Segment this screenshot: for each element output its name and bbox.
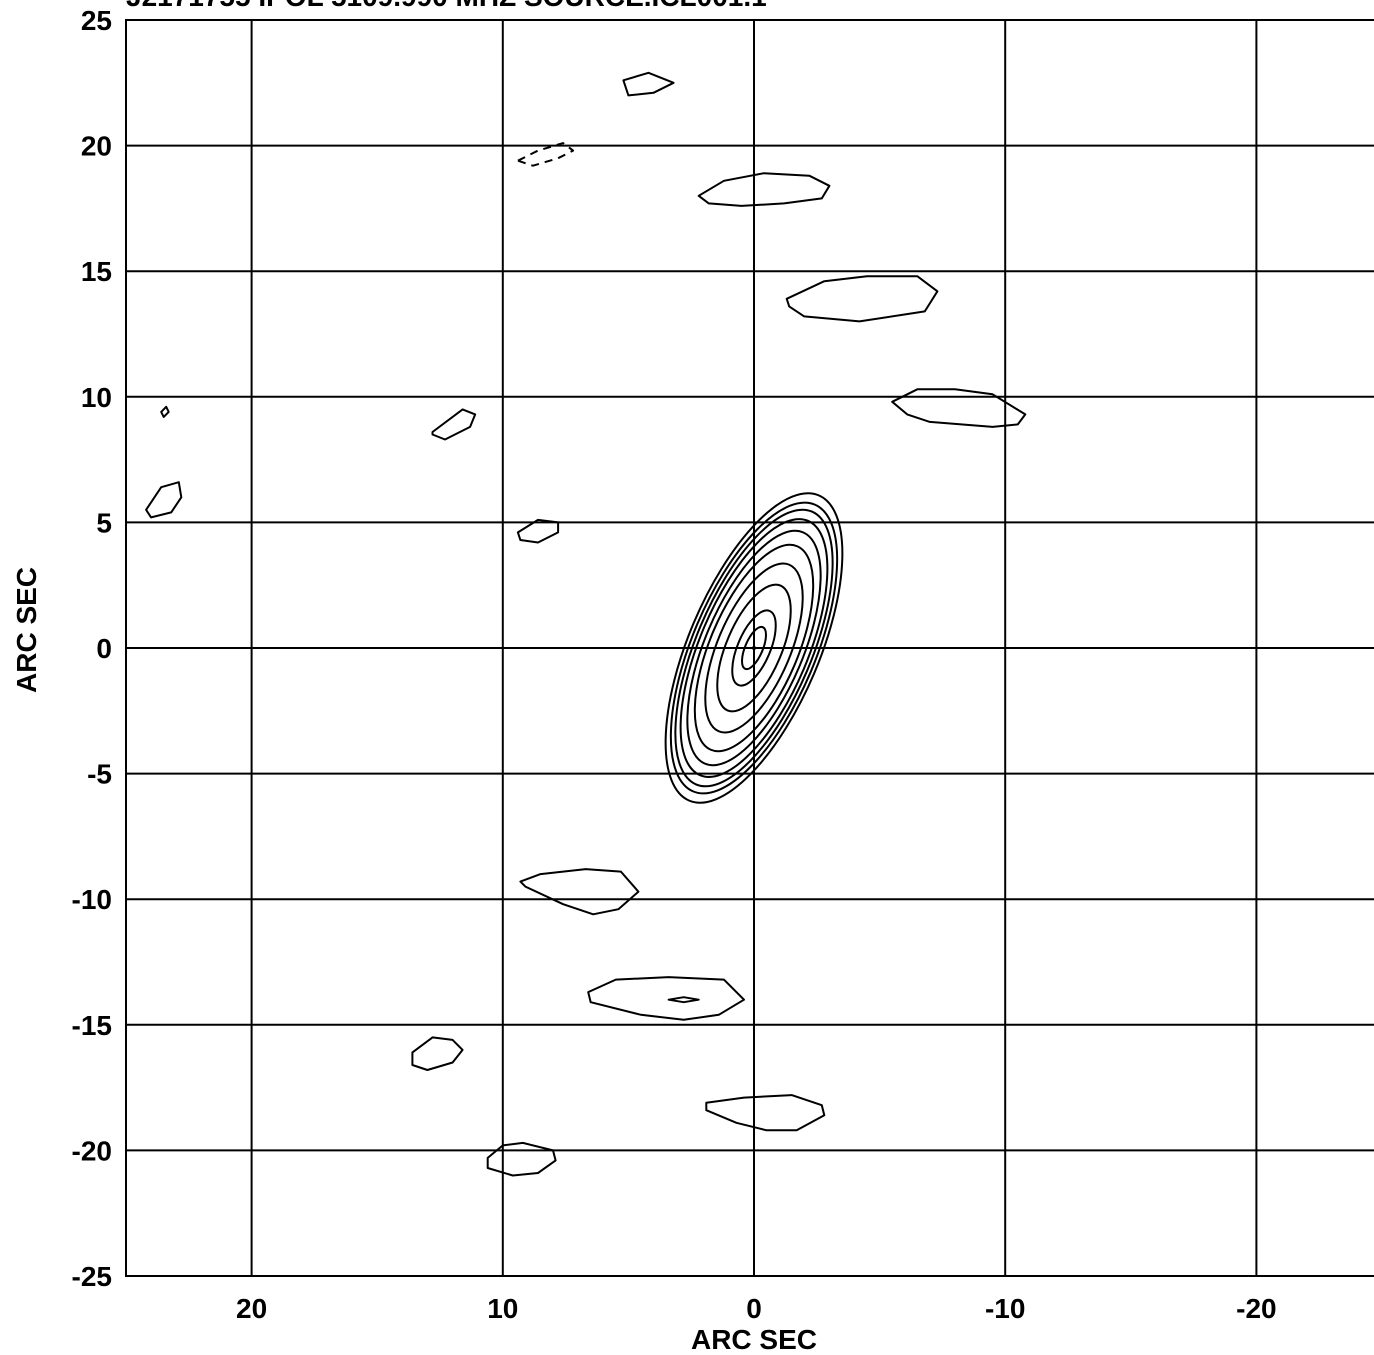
y-tick-label: 0	[96, 633, 112, 664]
y-tick-label: 25	[81, 5, 112, 36]
y-tick-label: -25	[72, 1261, 112, 1292]
contour-line	[431, 408, 477, 441]
y-tick-label: 10	[81, 382, 112, 413]
contour-line	[145, 481, 183, 519]
contour-line	[667, 996, 700, 1004]
contour-lines	[145, 71, 1027, 1177]
x-tick-label: 0	[746, 1293, 762, 1324]
plot-frame	[125, 19, 1374, 1277]
central-source-contour	[693, 543, 815, 753]
central-source-contour	[686, 529, 822, 767]
central-source-contour	[679, 518, 829, 778]
y-tick-labels: 25 20 15 10 5 0 -5 -10 -15 -20 -25	[72, 5, 112, 1292]
y-tick-label: 20	[81, 131, 112, 162]
x-tick-label: -20	[1236, 1293, 1276, 1324]
x-axis-title: ARC SEC	[691, 1324, 817, 1355]
negative-contour	[516, 142, 575, 167]
contour-line	[785, 275, 939, 323]
contour-line	[411, 1036, 464, 1071]
x-tick-label: 20	[236, 1293, 267, 1324]
peak-mark	[752, 646, 756, 650]
central-source-contour	[669, 501, 839, 795]
contour-line	[160, 405, 170, 418]
central-source-contour	[731, 609, 777, 687]
contour-line	[622, 71, 675, 97]
x-tick-label: 10	[487, 1293, 518, 1324]
contour-line	[516, 518, 560, 544]
central-source-contour	[674, 508, 834, 788]
y-tick-label: -20	[72, 1135, 112, 1166]
y-tick-label: 15	[81, 256, 112, 287]
contour-line	[519, 868, 640, 916]
contour-line	[486, 1141, 557, 1177]
plot-title: J2171755 IPOL 5109.990 MHZ SOURCE.ICL001…	[126, 0, 767, 12]
grid-lines	[126, 19, 1374, 1277]
contour-line	[891, 388, 1027, 428]
x-tick-labels: 20 10 0 -10 -20	[236, 1293, 1277, 1324]
y-tick-label: -10	[72, 884, 112, 915]
y-tick-label: 5	[96, 507, 112, 538]
y-tick-label: -15	[72, 1010, 112, 1041]
contour-line	[705, 1094, 826, 1132]
y-tick-label: -5	[87, 759, 112, 790]
central-source-contour	[704, 562, 804, 734]
y-axis-title: ARC SEC	[11, 567, 42, 693]
contour-line	[697, 172, 831, 207]
central-source-contour	[741, 625, 767, 671]
central-source-contour	[664, 492, 844, 804]
central-source-contour	[716, 583, 792, 713]
x-tick-label: -10	[985, 1293, 1025, 1324]
contour-line	[587, 976, 745, 1021]
